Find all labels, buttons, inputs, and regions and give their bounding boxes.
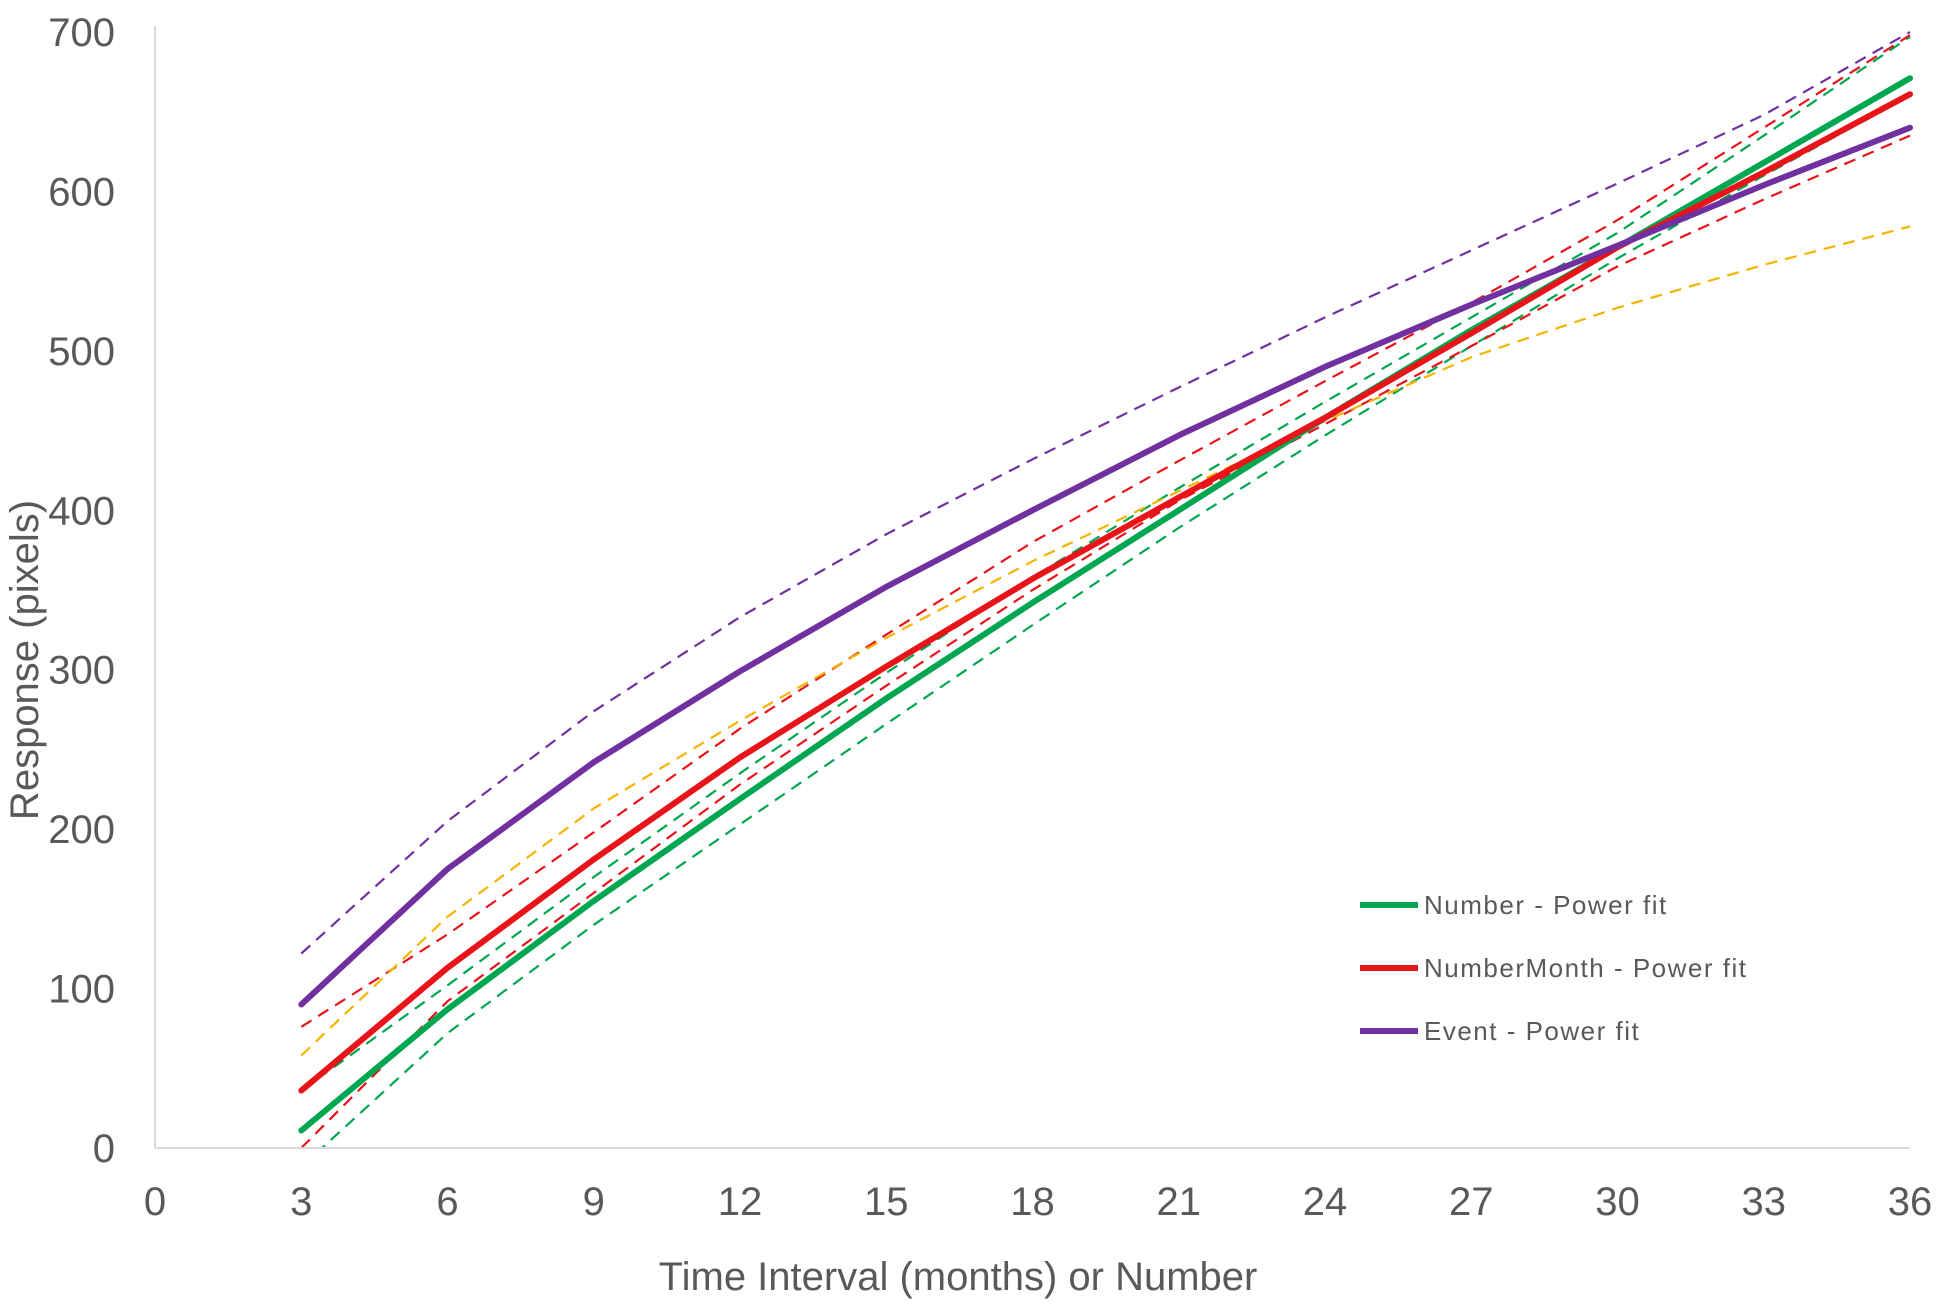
y-tick-label: 600 [48,170,115,214]
y-tick-label: 500 [48,330,115,374]
x-tick-label: 33 [1742,1180,1787,1224]
x-tick-label: 12 [718,1180,763,1224]
y-tick-label: 300 [48,649,115,693]
y-tick-label: 0 [93,1127,115,1171]
legend: Number - Power fit NumberMonth - Power fi… [1360,890,1747,1046]
confidence-band-line [300,225,1911,1057]
x-tick-label: 30 [1595,1180,1640,1224]
confidence-band-line [300,34,1911,1028]
x-tick-label: 27 [1449,1180,1494,1224]
confidence-band-line [300,35,1911,1092]
confidence-band-line [300,134,1911,1148]
x-tick-label: 21 [1157,1180,1202,1224]
x-tick-label: 24 [1303,1180,1348,1224]
x-tick-label: 6 [436,1180,458,1224]
series-line [298,124,1913,1008]
y-tick-label: 700 [48,11,115,55]
x-tick-label: 15 [864,1180,909,1224]
x-tick-label: 36 [1888,1180,1933,1224]
legend-label: Event - Power fit [1424,1016,1640,1046]
confidence-band-line [320,94,1911,1148]
legend-label: Number - Power fit [1424,890,1668,920]
y-tick-label: 100 [48,968,115,1012]
confidence-band-line [300,31,1911,955]
x-axis-title: Time Interval (months) or Number [659,1255,1258,1299]
legend-label: NumberMonth - Power fit [1424,953,1747,983]
x-tick-label: 3 [290,1180,312,1224]
y-axis-title: Response (pixels) [3,500,47,820]
x-tick-label: 9 [583,1180,605,1224]
y-tick-label: 400 [48,489,115,533]
y-tick-label: 200 [48,808,115,852]
x-tick-label: 0 [144,1180,166,1224]
series-layer [298,31,1913,1148]
x-tick-label: 18 [1010,1180,1055,1224]
